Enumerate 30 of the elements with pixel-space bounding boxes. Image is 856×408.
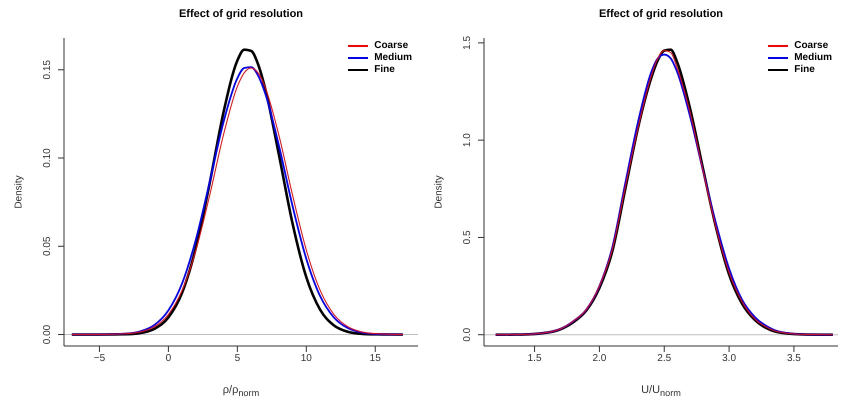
x-tick-label: 2.0 bbox=[592, 353, 607, 364]
y-tick-label: 0.05 bbox=[42, 236, 53, 256]
legend-label: Medium bbox=[794, 52, 832, 64]
legend-label: Medium bbox=[374, 52, 412, 64]
y-tick-label: 0.0 bbox=[462, 327, 473, 342]
x-tick-label: 3.0 bbox=[722, 353, 736, 364]
x-tick-label: 3.5 bbox=[786, 353, 802, 364]
legend-label: Coarse bbox=[374, 40, 408, 52]
legend-label: Fine bbox=[374, 64, 395, 76]
x-tick-label: 2.5 bbox=[657, 353, 672, 364]
y-tick-label: 0.5 bbox=[462, 230, 473, 244]
x-tick-label: 10 bbox=[300, 353, 312, 364]
x-axis-title: U/U$_{norm}$ bbox=[640, 384, 682, 398]
y-tick-label: 1.5 bbox=[462, 35, 473, 50]
legend-label: Fine bbox=[794, 64, 815, 76]
legend-label: Coarse bbox=[794, 40, 828, 52]
y-tick-label: 0.10 bbox=[42, 148, 53, 168]
y-axis-title: Density bbox=[434, 175, 445, 209]
x-tick-label: 5 bbox=[234, 353, 241, 364]
chart-title: Effect of grid resolution bbox=[178, 8, 304, 20]
x-axis-title: ρ/ρ$_{norm}$ bbox=[222, 384, 260, 398]
x-tick-label: 0 bbox=[166, 353, 172, 364]
y-axis-title: Density bbox=[14, 175, 25, 209]
x-tick-label: 15 bbox=[370, 353, 382, 364]
x-tick-label: −5 bbox=[94, 353, 106, 364]
chart-title: Effect of grid resolution bbox=[598, 8, 724, 20]
y-tick-label: 1.0 bbox=[462, 132, 473, 148]
y-tick-label: 0.00 bbox=[42, 324, 53, 344]
y-tick-label: 0.15 bbox=[42, 60, 53, 80]
x-tick-label: 1.5 bbox=[528, 353, 542, 364]
